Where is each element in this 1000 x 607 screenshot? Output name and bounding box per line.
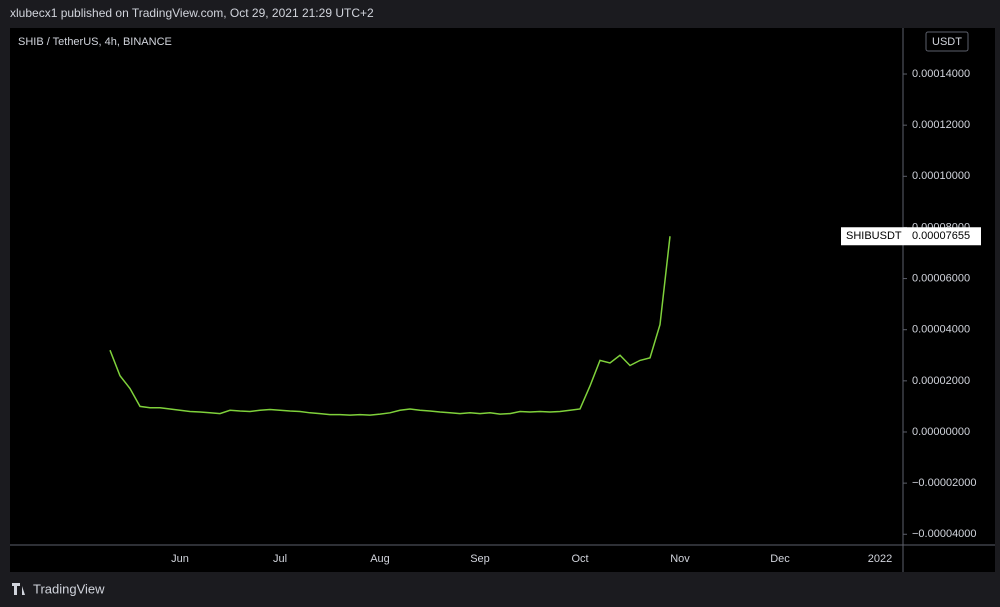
footer-brand: TradingView — [33, 581, 105, 596]
y-tick-label: −0.00004000 — [912, 528, 977, 540]
y-tick-label: 0.00006000 — [912, 272, 970, 284]
publish-info: xlubecx1 published on TradingView.com, O… — [10, 6, 374, 20]
y-tick-label: 0.00002000 — [912, 375, 970, 387]
y-tick-label: −0.00002000 — [912, 477, 977, 489]
x-tick-label: Oct — [571, 553, 588, 565]
x-tick-label: 2022 — [868, 553, 892, 565]
last-price-name: SHIBUSDT — [846, 230, 902, 242]
x-tick-label: Aug — [370, 553, 390, 565]
y-tick-label: 0.00000000 — [912, 426, 970, 438]
x-tick-label: Sep — [470, 553, 490, 565]
chart-area — [10, 28, 995, 572]
y-tick-label: 0.00012000 — [912, 119, 970, 131]
currency-box[interactable] — [925, 31, 969, 52]
y-tick-label: 0.00010000 — [912, 170, 970, 182]
x-tick-label: Jun — [171, 553, 189, 565]
x-tick-label: Nov — [670, 553, 690, 565]
last-price-label: 0.00007655 — [912, 230, 970, 242]
y-tick-label: 0.00004000 — [912, 324, 970, 336]
y-tick-label: 0.00014000 — [912, 68, 970, 80]
x-tick-label: Jul — [273, 553, 287, 565]
price-line — [109, 236, 671, 416]
last-price-box — [841, 227, 981, 246]
logo — [12, 583, 25, 595]
chart-title: SHIB / TetherUS, 4h, BINANCE — [18, 36, 172, 48]
currency: USDT — [932, 36, 962, 48]
x-tick-label: Dec — [770, 553, 790, 565]
